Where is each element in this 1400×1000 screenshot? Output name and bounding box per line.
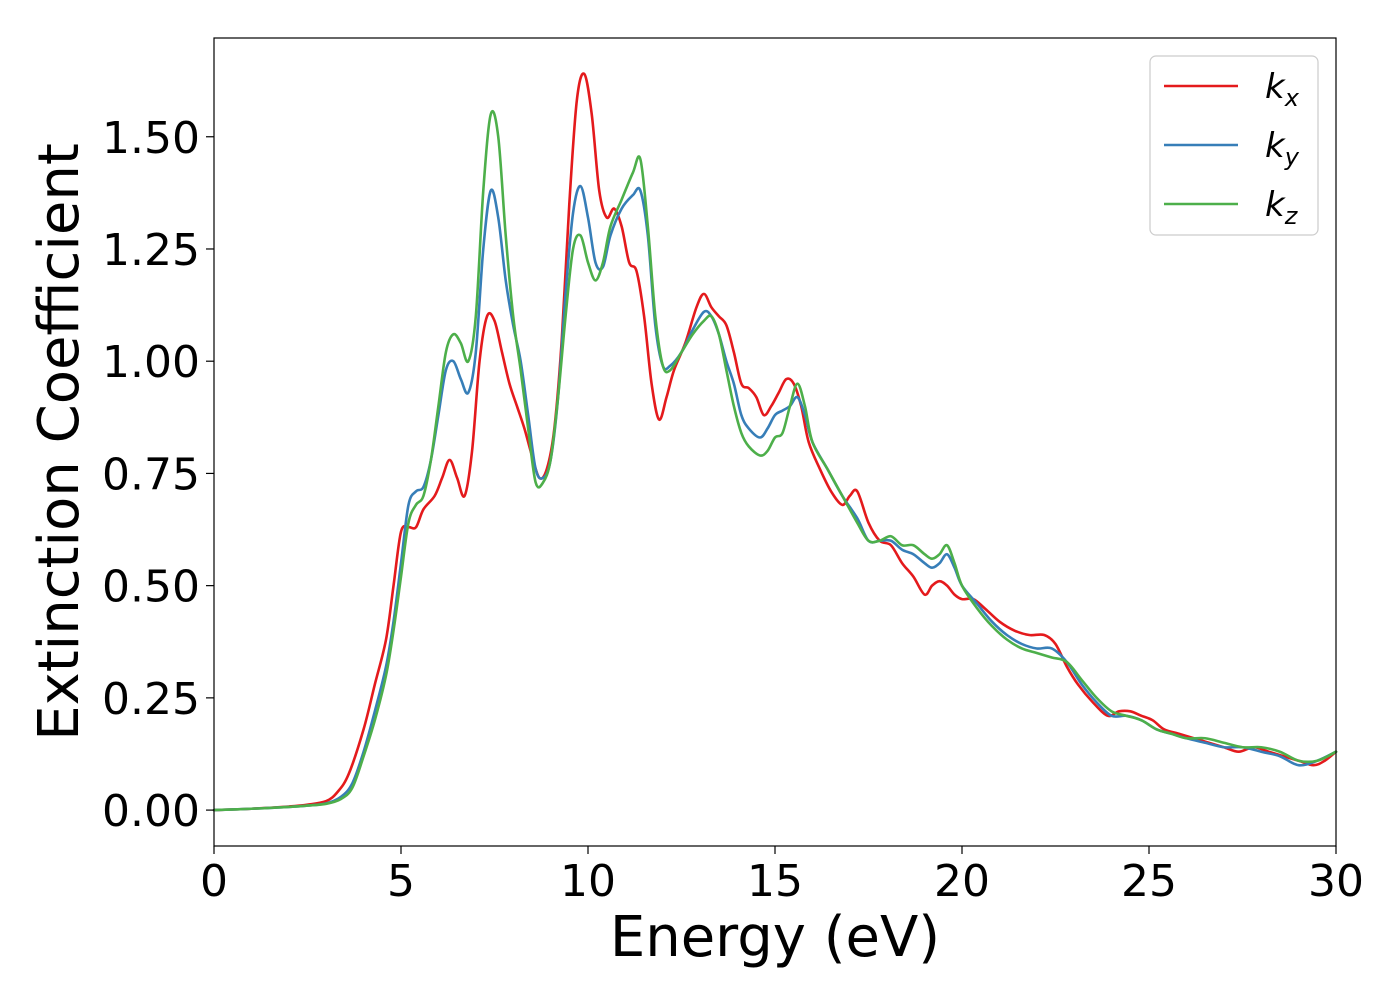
y-tick-label: 1.00 xyxy=(102,337,200,388)
series-line-ky xyxy=(212,184,1338,812)
y-axis-title: Extinction Coefficient xyxy=(27,143,92,741)
y-axis-ticks: 0.00 0.25 0.50 0.75 1.00 1.25 1.50 xyxy=(102,113,214,837)
x-axis-title: Energy (eV) xyxy=(610,905,940,970)
y-tick-label: 0.75 xyxy=(102,449,200,500)
series-line-kx xyxy=(212,72,1338,812)
legend-label-kz: kz xyxy=(1265,185,1299,230)
x-tick-label: 0 xyxy=(200,856,228,907)
x-tick-label: 10 xyxy=(560,856,616,907)
x-axis-ticks: 0 5 10 15 20 25 30 xyxy=(200,846,1364,907)
series-line-kz xyxy=(212,109,1338,812)
y-tick-label: 1.25 xyxy=(102,225,200,276)
y-tick-label: 0.25 xyxy=(102,674,200,725)
x-tick-label: 30 xyxy=(1308,856,1364,907)
y-tick-label: 0.50 xyxy=(102,562,200,613)
x-tick-label: 20 xyxy=(934,856,990,907)
x-tick-label: 15 xyxy=(747,856,803,907)
x-tick-label: 25 xyxy=(1121,856,1177,907)
series-lines xyxy=(212,72,1338,812)
y-tick-label: 1.50 xyxy=(102,113,200,164)
x-tick-label: 5 xyxy=(387,856,415,907)
y-tick-label: 0.00 xyxy=(102,786,200,837)
